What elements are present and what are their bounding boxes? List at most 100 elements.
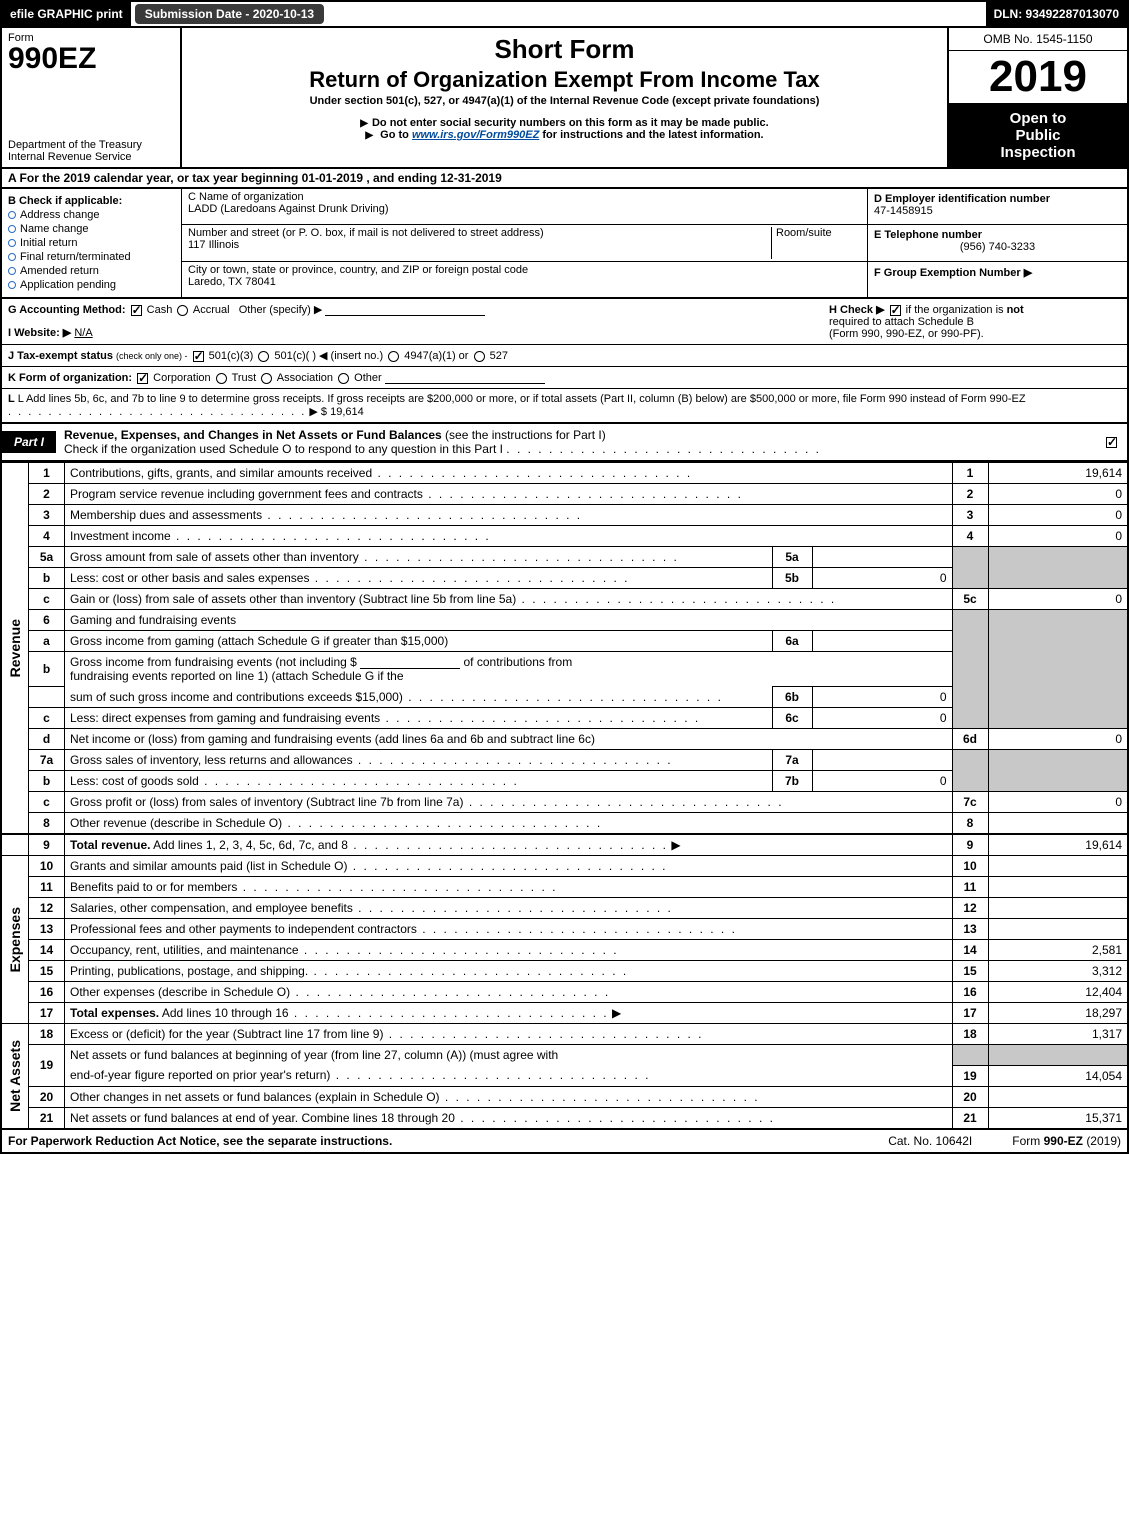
ein-value: 47-1458915 [874, 205, 1121, 217]
ln-13: 13 [29, 919, 65, 940]
k-other-input[interactable] [385, 371, 545, 384]
g-other-input[interactable] [325, 303, 485, 316]
rn-1: 1 [952, 463, 988, 484]
tel-value: (956) 740-3233 [874, 241, 1121, 253]
meta-block: G Accounting Method: Cash Accrual Other … [0, 299, 1129, 424]
radio-icon [8, 281, 16, 289]
amt-11 [988, 877, 1128, 898]
g-accrual: Accrual [193, 304, 230, 316]
footer-right: Form 990-EZ (2019) [1012, 1134, 1121, 1148]
opt-name-change[interactable]: Name change [8, 223, 175, 235]
dept-line1: Department of the Treasury [8, 139, 174, 151]
sidelabel-revenue: Revenue [1, 463, 29, 835]
radio-accrual[interactable] [177, 305, 188, 316]
amt-15: 3,312 [988, 961, 1128, 982]
ein-row: D Employer identification number 47-1458… [868, 189, 1127, 225]
amt-5c: 0 [988, 589, 1128, 610]
desc-13: Professional fees and other payments to … [65, 919, 953, 940]
irs-link[interactable]: www.irs.gov/Form990EZ [412, 129, 539, 141]
section-h: H Check ▶ if the organization is not req… [821, 303, 1121, 340]
sv-6b: 0 [812, 687, 952, 708]
efile-graphic-print[interactable]: efile GRAPHIC print [2, 2, 131, 26]
radio-icon [8, 225, 16, 233]
part1-title-block: Revenue, Expenses, and Changes in Net As… [56, 424, 1096, 460]
ln-17: 17 [29, 1003, 65, 1024]
amt-16: 12,404 [988, 982, 1128, 1003]
radio-icon [8, 239, 16, 247]
amt-1: 19,614 [988, 463, 1128, 484]
checkbox-part1-scheduleO[interactable] [1106, 437, 1117, 448]
opt-address-change[interactable]: Address change [8, 209, 175, 221]
j-4947: 4947(a)(1) or [404, 350, 468, 362]
section-k: K Form of organization: Corporation Trus… [8, 371, 1121, 384]
goto-arrow-icon [365, 129, 377, 141]
ln-15: 15 [29, 961, 65, 982]
checkbox-501c3[interactable] [193, 351, 204, 362]
form-number: 990EZ [8, 44, 174, 74]
org-city-row: City or town, state or province, country… [182, 262, 867, 297]
h-label: H Check ▶ [829, 304, 885, 316]
rn-21: 21 [952, 1107, 988, 1129]
goto-post: for instructions and the latest informat… [542, 129, 763, 141]
amt-2: 0 [988, 484, 1128, 505]
grey-5 [952, 547, 988, 589]
ln-10: 10 [29, 856, 65, 877]
radio-501c[interactable] [258, 351, 269, 362]
tel-row: E Telephone number (956) 740-3233 [868, 225, 1127, 261]
grey-6-amt [988, 610, 1128, 729]
section-b: B Check if applicable: Address change Na… [2, 189, 182, 297]
opt-amended-return[interactable]: Amended return [8, 265, 175, 277]
radio-4947[interactable] [388, 351, 399, 362]
opt-final-return[interactable]: Final return/terminated [8, 251, 175, 263]
grey-7 [952, 750, 988, 792]
ln-16: 16 [29, 982, 65, 1003]
amt-10 [988, 856, 1128, 877]
radio-assoc[interactable] [261, 373, 272, 384]
row-19-b: end-of-year figure reported on prior yea… [1, 1065, 1128, 1086]
6b-amount-input[interactable] [360, 656, 460, 669]
radio-icon [8, 211, 16, 219]
box-6b: 6b [772, 687, 812, 708]
h-text3: (Form 990, 990-EZ, or 990-PF). [829, 328, 1121, 340]
amt-19: 14,054 [988, 1065, 1128, 1086]
h-text2: required to attach Schedule B [829, 316, 1121, 328]
opt-initial-return[interactable]: Initial return [8, 237, 175, 249]
checkbox-corp[interactable] [137, 373, 148, 384]
checkbox-h[interactable] [890, 305, 901, 316]
desc-7c: Gross profit or (loss) from sales of inv… [65, 792, 953, 813]
amt-7c: 0 [988, 792, 1128, 813]
open-line3: Inspection [953, 144, 1123, 161]
row-12: 12 Salaries, other compensation, and emp… [1, 898, 1128, 919]
opt-application-pending[interactable]: Application pending [8, 279, 175, 291]
part1-header: Part I Revenue, Expenses, and Changes in… [0, 424, 1129, 462]
row-21: 21 Net assets or fund balances at end of… [1, 1107, 1128, 1129]
radio-trust[interactable] [216, 373, 227, 384]
amt-8 [988, 813, 1128, 835]
ln-6b-blank [29, 687, 65, 708]
ln-12: 12 [29, 898, 65, 919]
city-label: City or town, state or province, country… [188, 264, 861, 276]
box-7a: 7a [772, 750, 812, 771]
rn-7c: 7c [952, 792, 988, 813]
city-value: Laredo, TX 78041 [188, 276, 861, 288]
dln-label: DLN: 93492287013070 [986, 2, 1127, 26]
row-j: J Tax-exempt status (check only one) - 5… [2, 345, 1127, 367]
rn-3: 3 [952, 505, 988, 526]
desc-12: Salaries, other compensation, and employ… [65, 898, 953, 919]
g-label: G Accounting Method: [8, 304, 126, 316]
amt-18: 1,317 [988, 1024, 1128, 1045]
desc-6d: Net income or (loss) from gaming and fun… [65, 729, 953, 750]
amt-14: 2,581 [988, 940, 1128, 961]
sv-7b: 0 [812, 771, 952, 792]
row-6: 6 Gaming and fundraising events [1, 610, 1128, 631]
radio-527[interactable] [474, 351, 485, 362]
radio-other[interactable] [338, 373, 349, 384]
header-right: OMB No. 1545-1150 2019 Open to Public In… [947, 28, 1127, 167]
ln-7b: b [29, 771, 65, 792]
title-short-form: Short Form [192, 34, 937, 65]
rn-2: 2 [952, 484, 988, 505]
ln-6c: c [29, 708, 65, 729]
header-center: Short Form Return of Organization Exempt… [182, 28, 947, 167]
checkbox-cash[interactable] [131, 305, 142, 316]
sv-7a [812, 750, 952, 771]
